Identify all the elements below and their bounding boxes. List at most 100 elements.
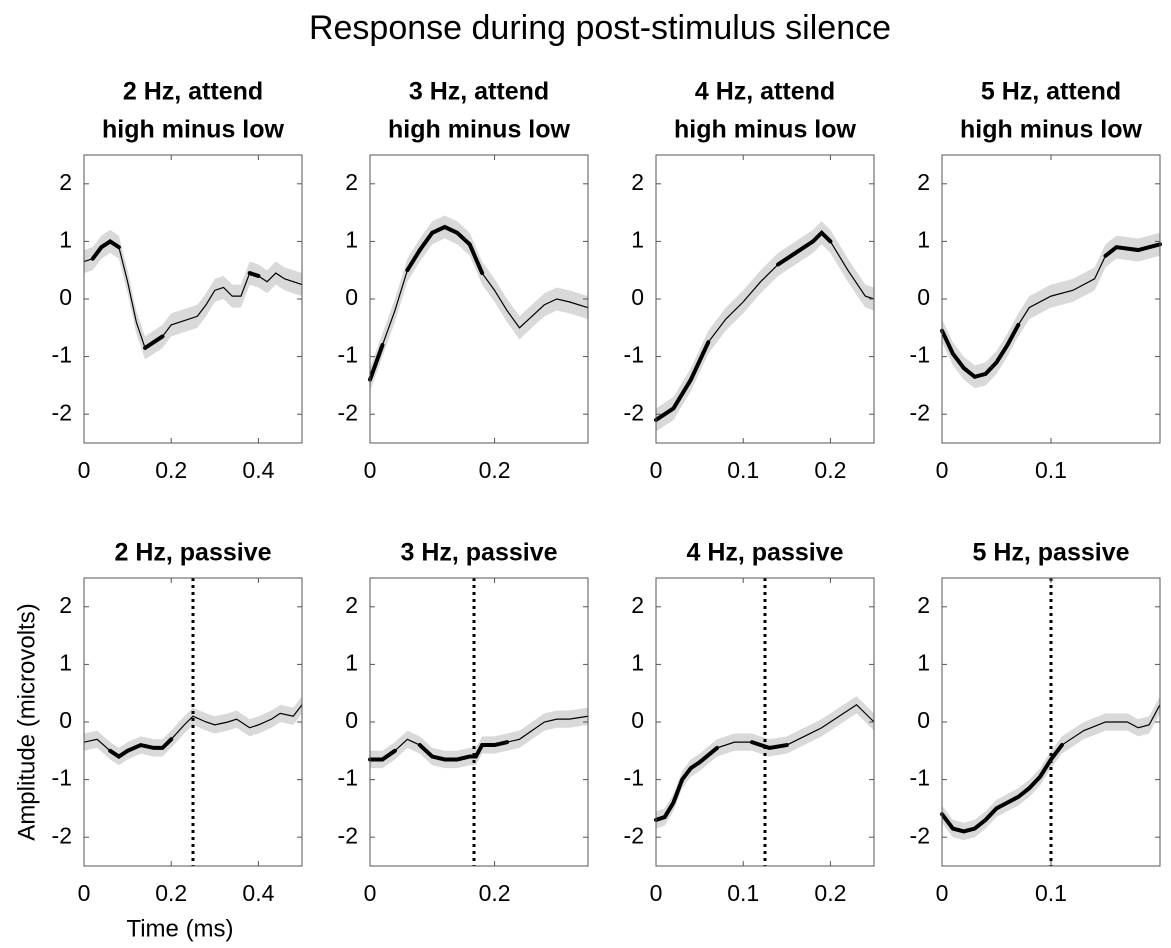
significant-segment	[654, 340, 711, 422]
panel: -2 -1 0 1 2 0 0.2 3 Hz, attend high minus low	[338, 78, 589, 483]
x-tick-label: 0.4	[242, 880, 274, 906]
x-tick-label: 0	[364, 457, 377, 483]
significant-segment	[368, 343, 385, 382]
significant-segment	[776, 229, 833, 267]
y-tick-label: 2	[345, 592, 358, 618]
axes-box	[655, 154, 875, 444]
y-tick-label: 2	[59, 592, 72, 618]
significant-segment	[368, 748, 397, 762]
significant-segment	[90, 239, 121, 261]
significant-segment	[940, 322, 1021, 379]
x-axis-label: Time (ms)	[126, 915, 233, 942]
y-tick-label: 1	[631, 226, 644, 252]
y-tick-label: -2	[338, 399, 358, 425]
y-tick-label: 0	[345, 284, 358, 310]
panel-title: 5 Hz, passive	[972, 539, 1129, 567]
y-tick-label: -2	[624, 822, 644, 848]
y-tick-label: 0	[631, 284, 644, 310]
significant-segment	[1103, 242, 1162, 258]
y-tick-label: -2	[624, 399, 644, 425]
x-tick-label: 0.2	[155, 880, 187, 906]
x-tick-label: 0.1	[1035, 457, 1067, 483]
error-band	[656, 221, 874, 432]
panel-title: 2 Hz, attend	[123, 78, 263, 106]
y-tick-label: -1	[910, 765, 930, 791]
y-tick-label: -1	[910, 342, 930, 368]
x-tick-label: 0	[650, 880, 663, 906]
x-tick-label: 0.2	[479, 457, 511, 483]
error-band	[942, 232, 1160, 389]
y-tick-label: 1	[59, 649, 72, 675]
error-band	[370, 215, 588, 392]
x-tick-label: 0	[78, 880, 91, 906]
panel: -2 -1 0 1 2 0 0.1 0.2 4 Hz, passive	[624, 539, 875, 906]
y-tick-label: 2	[345, 169, 358, 195]
y-tick-label: -2	[338, 822, 358, 848]
panel-title: high minus low	[388, 116, 570, 144]
panel-title: high minus low	[102, 116, 284, 144]
x-tick-label: 0	[364, 880, 377, 906]
axes-box	[83, 154, 303, 444]
x-tick-label: 0.1	[727, 880, 759, 906]
panel: -2 -1 0 1 2 0 0.2 0.4 2 Hz, attend high minus low	[52, 78, 303, 483]
x-tick-label: 0	[78, 457, 91, 483]
y-tick-label: 2	[59, 169, 72, 195]
y-tick-label: -1	[624, 342, 644, 368]
mean-line	[941, 243, 1161, 378]
panel-title: 2 Hz, passive	[114, 539, 271, 567]
panel-title: high minus low	[960, 116, 1142, 144]
panel-title: 3 Hz, attend	[409, 78, 549, 106]
significant-segment	[108, 737, 174, 759]
y-tick-label: -1	[52, 342, 72, 368]
y-tick-label: -1	[52, 765, 72, 791]
significant-segment	[749, 740, 789, 750]
mean-line	[83, 240, 303, 349]
y-tick-label: 1	[631, 649, 644, 675]
y-tick-label: -1	[338, 765, 358, 791]
y-tick-label: 0	[917, 707, 930, 733]
x-tick-label: 0.2	[155, 457, 187, 483]
x-tick-label: 0.1	[1035, 880, 1067, 906]
y-tick-label: 2	[917, 592, 930, 618]
y-tick-label: 2	[631, 592, 644, 618]
y-tick-label: 1	[345, 226, 358, 252]
panel: -2 -1 0 1 2 0 0.1 0.2 4 Hz, attend high minus low	[624, 78, 875, 483]
y-tick-label: 0	[631, 707, 644, 733]
panel: -2 -1 0 1 2 0 0.1 5 Hz, passive	[910, 539, 1161, 906]
y-tick-label: 1	[917, 226, 930, 252]
panel-title: 4 Hz, attend	[695, 78, 835, 106]
significant-segment	[654, 745, 720, 822]
x-tick-label: 0.2	[814, 880, 846, 906]
figure-title: Response during post-stimulus silence	[309, 9, 891, 47]
panel-title: 5 Hz, attend	[981, 78, 1121, 106]
panel: -2 -1 0 1 2 0 0.1 5 Hz, attend high minus low	[910, 78, 1162, 483]
x-tick-label: 0.1	[727, 457, 759, 483]
x-tick-label: 0.4	[242, 457, 274, 483]
significant-segment	[405, 224, 485, 276]
y-tick-label: -1	[624, 765, 644, 791]
x-tick-label: 0.2	[479, 880, 511, 906]
error-band	[370, 707, 588, 769]
significant-segment	[940, 743, 1064, 834]
y-tick-label: -2	[910, 822, 930, 848]
significant-segment	[247, 271, 261, 278]
panel: -2 -1 0 1 2 0 0.2 3 Hz, passive	[338, 539, 589, 906]
y-axis-label: Amplitude (microvolts)	[13, 603, 40, 840]
y-tick-label: 2	[917, 169, 930, 195]
panel-title: 4 Hz, passive	[686, 539, 843, 567]
x-tick-label: 0.2	[814, 457, 846, 483]
y-tick-label: 0	[345, 707, 358, 733]
x-tick-label: 0	[936, 457, 949, 483]
significant-segment	[143, 334, 165, 350]
y-tick-label: 1	[917, 649, 930, 675]
error-band	[84, 229, 302, 360]
y-tick-label: 1	[59, 226, 72, 252]
y-tick-label: 0	[917, 284, 930, 310]
y-tick-label: 0	[59, 284, 72, 310]
y-tick-label: -2	[52, 399, 72, 425]
y-tick-label: 2	[631, 169, 644, 195]
y-tick-label: -1	[338, 342, 358, 368]
y-tick-label: 0	[59, 707, 72, 733]
